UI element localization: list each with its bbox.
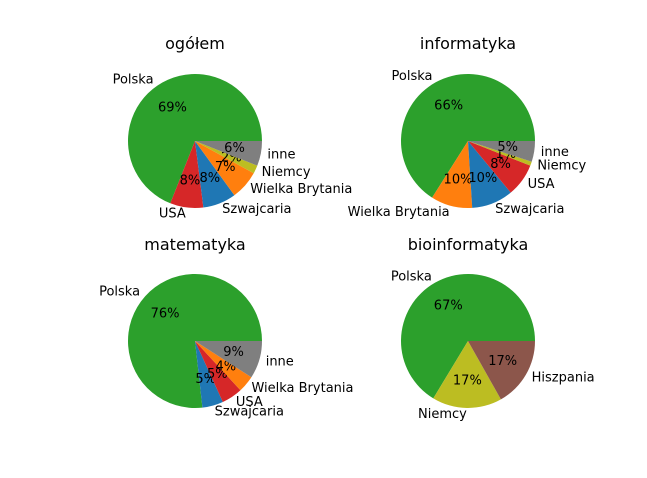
pie-percentage-label: 5% [195, 372, 216, 387]
pie-percentage-label: 67% [434, 298, 463, 313]
pie-category-label: Wielka Brytania [348, 205, 450, 220]
pie-slice-niemcy [468, 141, 532, 166]
pie-percentage-label: 76% [151, 307, 180, 322]
pie-category-label: USA [528, 177, 555, 192]
pie-slice-polska [127, 74, 262, 204]
pie-percentage-label: 8% [490, 157, 511, 172]
pie-panel-mathematics: matematyka 76%Polska5%Szwajcaria5%USA4%W… [99, 235, 353, 420]
pie-slice-niemcy [195, 141, 258, 174]
pie-slice-hiszpania [468, 341, 535, 400]
pie-category-label: Niemcy [418, 407, 467, 422]
pie-slice-usa [468, 141, 531, 193]
pie-category-label: Hiszpania [532, 371, 595, 386]
pie-percentage-label: 66% [434, 98, 463, 113]
pie-category-label: USA [236, 395, 263, 410]
pie-category-label: Polska [99, 284, 140, 299]
pie-slice-szwajcaria [195, 141, 235, 208]
pie-slice-inne [468, 141, 535, 162]
pie-category-label: inne [267, 147, 295, 162]
chart-title: informatyka [420, 34, 516, 53]
pie-category-label: Wielka Brytania [250, 182, 352, 197]
pie-category-label: Szwajcaria [495, 202, 564, 217]
pie-percentage-label: 8% [199, 171, 220, 186]
pie-panel-bioinformatics: bioinformatyka 67%Polska 17% Niemcy 17% Hisz… [391, 235, 595, 422]
pie-percentage-label: 5% [497, 140, 518, 155]
pie-slice-polska [400, 274, 535, 399]
pie-category-label: Polska [391, 269, 432, 284]
pie-percentage-label: 17% [488, 354, 517, 369]
chart-title: bioinformatyka [408, 235, 529, 254]
pie-percentage-label: 8% [180, 173, 201, 188]
pie-category-label: inne [266, 354, 294, 369]
pie-category-label: inne [541, 145, 569, 160]
pie-category-label: USA [159, 207, 186, 222]
pie-category-label: Wielka Brytania [251, 381, 353, 396]
pie-percentage-label: 7% [215, 160, 236, 175]
pie-category-label: Niemcy [262, 165, 311, 180]
pie-slices: 69% Polska 8% USA 8% Szwajcaria 7% Wielka Bryta… [113, 73, 353, 222]
pie-category-label: Niemcy [537, 158, 586, 173]
pie-category-label: Polska [392, 69, 433, 84]
chart-title: matematyka [144, 235, 245, 254]
pie-slice-polska [401, 74, 535, 198]
pie-slice-szwajcaria [195, 341, 223, 408]
pie-slice-niemcy [433, 341, 501, 408]
pie-slice-wielka-brytania [195, 341, 252, 391]
pie-percentage-label: 5% [207, 367, 228, 382]
pie-slice-usa [195, 341, 241, 402]
pie-slices: 66%Polska 10% Wielka Brytania 10% Szwajcaria… [348, 69, 587, 220]
pie-percentage-label: 17% [453, 374, 482, 389]
pie-panel-informatics: informatyka 66%Polska 10% Wielka Brytania 1… [348, 34, 587, 220]
pie-percentage-label: 10% [444, 172, 473, 187]
pie-panel-overall: ogółem 69% Polska 8% USA 8% Szwajcaria 7% Wielk… [113, 34, 353, 222]
pie-slice-usa [170, 141, 204, 208]
pie-category-label: Szwajcaria [215, 405, 284, 420]
pie-slice-wielka-brytania [195, 141, 254, 196]
pie-slices: 67%Polska 17% Niemcy 17% Hiszpania [391, 269, 595, 422]
pie-percentage-label: 69% [158, 100, 187, 115]
pie-category-label: Polska [113, 73, 154, 88]
pie-slice-inne [195, 141, 262, 166]
pie-percentage-label: 6% [224, 141, 245, 156]
pie-category-label: Szwajcaria [222, 202, 291, 217]
chart-title: ogółem [165, 34, 225, 53]
pie-percentage-label: 9% [223, 345, 244, 360]
pie-slice-inne [195, 341, 262, 378]
pie-slice-szwajcaria [468, 141, 511, 208]
pie-slice-wielka-brytania [432, 141, 473, 209]
pie-percentage-label: 10% [468, 171, 497, 186]
